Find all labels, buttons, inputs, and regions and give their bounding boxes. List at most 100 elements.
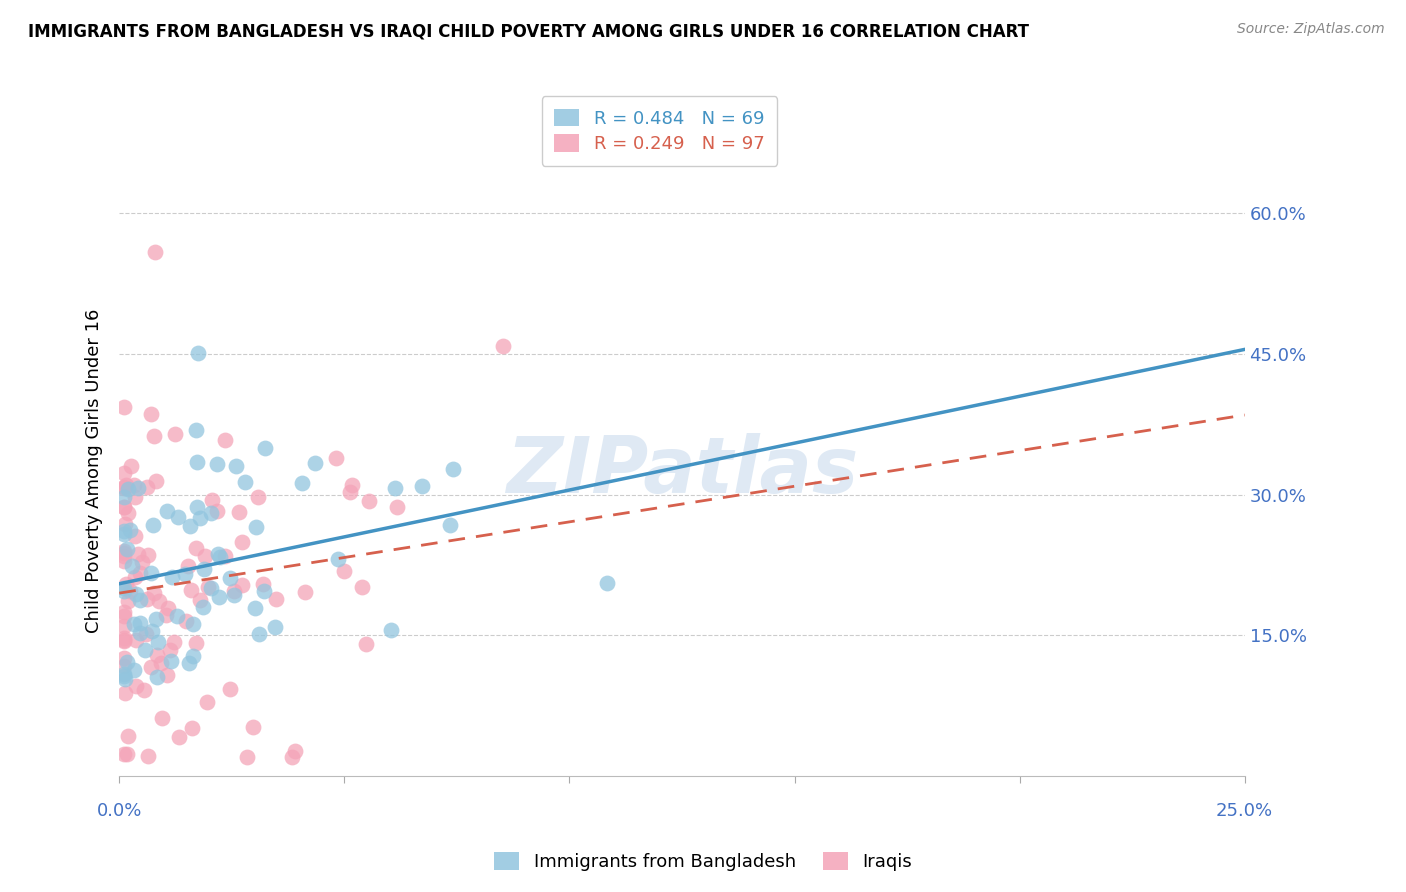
Point <box>112 667 135 681</box>
Point <box>207 503 229 517</box>
Point <box>131 555 153 569</box>
Point <box>132 683 155 698</box>
Point <box>112 549 135 563</box>
Point <box>148 634 170 648</box>
Point <box>194 549 217 563</box>
Point <box>129 566 152 581</box>
Text: IMMIGRANTS FROM BANGLADESH VS IRAQI CHILD POVERTY AMONG GIRLS UNDER 16 CORRELATI: IMMIGRANTS FROM BANGLADESH VS IRAQI CHIL… <box>28 22 1029 40</box>
Point <box>115 542 138 557</box>
Point <box>184 636 207 650</box>
Point <box>439 518 461 533</box>
Point <box>127 481 149 495</box>
Point <box>342 478 364 492</box>
Point <box>264 620 287 634</box>
Point <box>141 624 163 638</box>
Point <box>411 479 433 493</box>
Point <box>222 584 245 599</box>
Point <box>115 478 138 492</box>
Point <box>333 565 356 579</box>
Point <box>188 510 211 524</box>
Point <box>112 554 135 568</box>
Point <box>135 627 157 641</box>
Point <box>354 637 377 651</box>
Point <box>200 581 222 595</box>
Point <box>294 585 316 599</box>
Point <box>186 346 208 360</box>
Point <box>112 608 135 623</box>
Point <box>112 659 135 673</box>
Point <box>214 549 236 563</box>
Point <box>163 426 186 441</box>
Text: ZIPatlas: ZIPatlas <box>506 434 858 509</box>
Point <box>112 619 135 633</box>
Point <box>115 655 138 669</box>
Point <box>184 423 207 437</box>
Point <box>124 587 146 601</box>
Point <box>231 578 253 592</box>
Point <box>208 549 231 564</box>
Point <box>186 500 208 515</box>
Point <box>112 546 135 560</box>
Point <box>384 481 406 495</box>
Point <box>112 606 135 620</box>
Point <box>129 616 152 631</box>
Point <box>114 672 136 686</box>
Point <box>236 750 259 764</box>
Point <box>145 612 167 626</box>
Point <box>136 480 159 494</box>
Point <box>160 654 183 668</box>
Point <box>149 657 172 671</box>
Text: 25.0%: 25.0% <box>1216 802 1274 820</box>
Point <box>252 584 274 599</box>
Point <box>214 433 236 447</box>
Point <box>233 475 256 490</box>
Point <box>139 660 162 674</box>
Point <box>325 450 347 465</box>
Point <box>124 632 146 647</box>
Point <box>139 407 162 421</box>
Point <box>112 481 135 495</box>
Point <box>142 518 165 533</box>
Point <box>112 524 135 539</box>
Point <box>117 483 139 497</box>
Point <box>122 477 145 491</box>
Point <box>200 506 222 520</box>
Point <box>121 559 143 574</box>
Point <box>112 583 135 598</box>
Point <box>253 441 276 455</box>
Point <box>143 245 166 260</box>
Point <box>385 500 408 514</box>
Point <box>112 500 135 514</box>
Point <box>246 491 269 505</box>
Point <box>219 571 242 585</box>
Point <box>117 730 139 744</box>
Point <box>339 485 361 500</box>
Point <box>197 580 219 594</box>
Point <box>177 559 200 574</box>
Point <box>191 599 214 614</box>
Point <box>124 490 146 504</box>
Point <box>136 548 159 562</box>
Point <box>596 576 619 591</box>
Point <box>112 632 135 646</box>
Point <box>160 569 183 583</box>
Point <box>112 747 135 761</box>
Point <box>128 593 150 607</box>
Point <box>179 519 201 533</box>
Point <box>174 614 197 628</box>
Point <box>127 547 149 561</box>
Point <box>155 668 177 682</box>
Point <box>112 480 135 494</box>
Point <box>180 582 202 597</box>
Point <box>112 581 135 595</box>
Point <box>143 585 166 599</box>
Point <box>124 663 146 677</box>
Point <box>284 744 307 758</box>
Point <box>112 633 135 648</box>
Point <box>117 506 139 520</box>
Point <box>124 529 146 543</box>
Point <box>125 679 148 693</box>
Text: Source: ZipAtlas.com: Source: ZipAtlas.com <box>1237 22 1385 37</box>
Legend: R = 0.484   N = 69, R = 0.249   N = 97: R = 0.484 N = 69, R = 0.249 N = 97 <box>541 96 778 166</box>
Point <box>443 461 465 475</box>
